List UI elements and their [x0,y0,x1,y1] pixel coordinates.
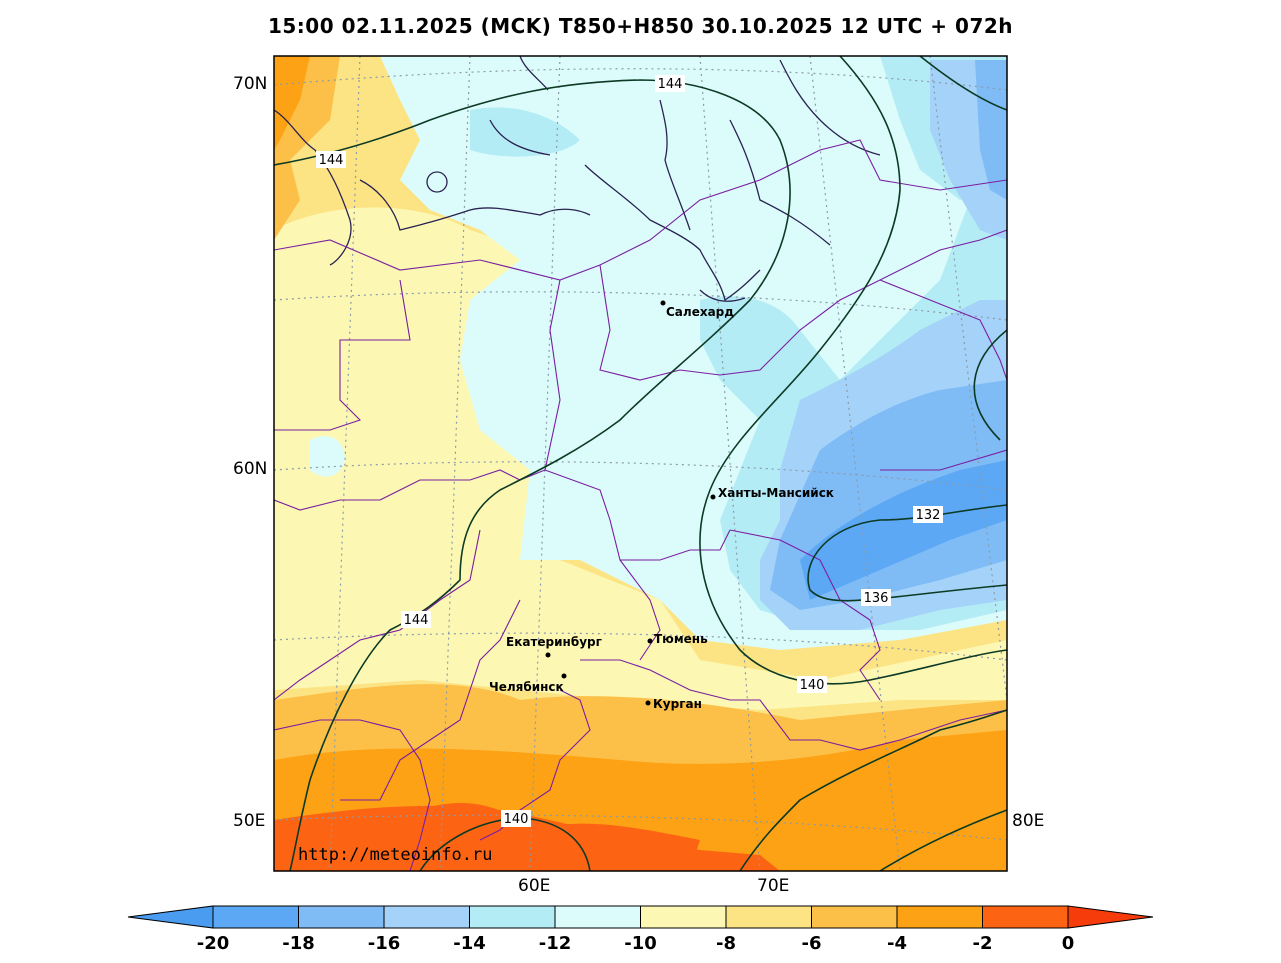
scale-label: -6 [802,933,822,954]
city-dot-kurgan [645,700,651,706]
scale-labels: -20 -18 -16 -14 -12 -10 -8 -6 -4 -2 0 [197,933,1075,954]
longitude-label-70e: 70E [757,876,790,896]
map-title: 15:00 02.11.2025 (MCK) T850+H850 30.10.2… [267,14,1014,38]
scale-label: 0 [1062,933,1075,954]
city-label-tyumen: Тюмень [654,632,708,646]
contour-label: 140 [800,678,825,693]
city-dot-salekhard [660,300,666,306]
city-dot-chelyabinsk [561,673,567,679]
scale-label: -14 [453,933,486,954]
color-scale [127,905,1154,929]
longitude-label-50e: 50E [233,811,266,831]
city-dot-yekaterinburg [545,652,551,658]
scale-label: -20 [197,933,230,954]
city-label-chelyabinsk: Челябинск [489,680,564,694]
contour-labels: 144 144 144 132 136 140 140 [316,75,943,827]
scale-label: -18 [282,933,315,954]
contour-label: 132 [916,508,941,523]
scale-label: -4 [887,933,907,954]
contour-label: 140 [504,812,529,827]
city-dot-khanty-mansiysk [710,494,716,500]
latitude-label-70n: 70N [233,74,268,94]
city-label-khanty-mansiysk: Ханты-Мансийск [718,486,834,500]
map-frame [273,55,1008,872]
watermark-url: http://meteoinfo.ru [298,845,493,865]
city-dot-tyumen [647,638,653,644]
contour-label: 144 [319,153,344,168]
scale-label: -10 [624,933,657,954]
scale-label: -2 [973,933,993,954]
scale-label: -8 [716,933,736,954]
latitude-label-60n: 60N [233,459,268,479]
contour-label: 136 [864,591,889,606]
scale-label: -16 [368,933,401,954]
city-label-kurgan: Курган [653,697,702,711]
longitude-label-80e: 80E [1012,811,1045,831]
city-label-yekaterinburg: Екатеринбург [506,635,602,649]
scale-label: -12 [539,933,572,954]
city-label-salekhard: Салехард [666,305,734,319]
longitude-label-60e: 60E [518,876,551,896]
contour-label: 144 [658,77,683,92]
city-markers: Салехард Ханты-Мансийск Екатеринбург Тюм… [489,300,834,711]
temperature-field: 144 144 144 132 136 140 140 Салехард Хан… [274,56,1007,871]
contour-label: 144 [404,613,429,628]
